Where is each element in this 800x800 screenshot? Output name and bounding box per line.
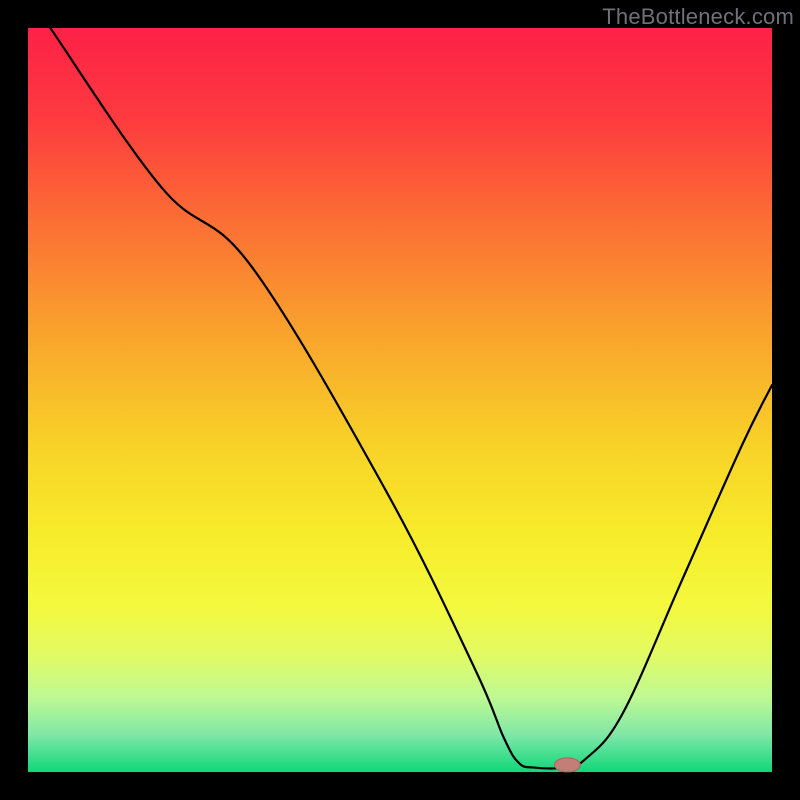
chart-svg [0,0,800,800]
bottleneck-chart: TheBottleneck.com [0,0,800,800]
watermark-text: TheBottleneck.com [602,4,794,30]
